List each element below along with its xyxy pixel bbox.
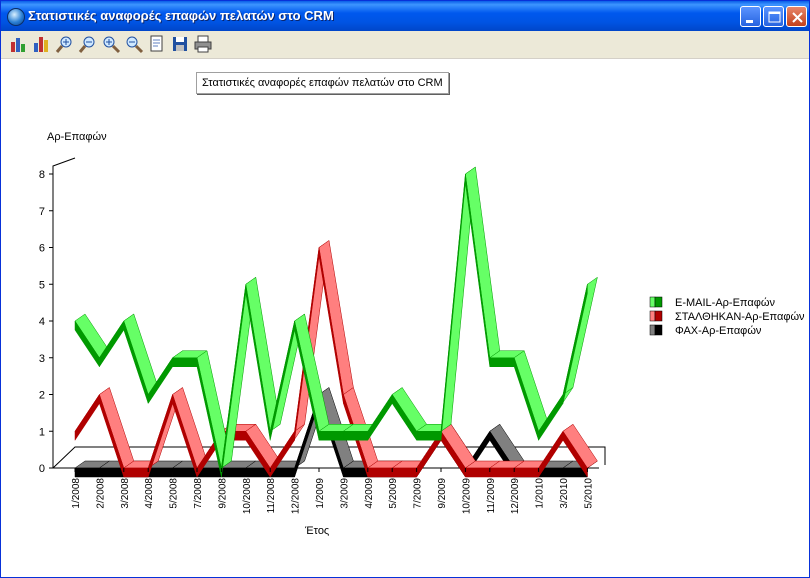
maximize-button[interactable] [763,6,784,27]
bar-chart-icon [11,38,25,52]
zoom-out-icon [126,36,144,54]
zoom-in-icon [103,36,121,54]
minimize-button[interactable] [740,6,761,27]
bar-chart-3d-button[interactable] [32,34,52,54]
toolbar [1,31,809,59]
chart-area [1,59,809,577]
zoom-out-icon [78,36,95,53]
chart-title: Στατιστικές αναφορές επαφών πελατών στο … [196,72,449,94]
bar-chart-button[interactable] [9,34,29,54]
print-button[interactable] [193,34,213,54]
page-setup-button[interactable] [147,34,167,54]
zoom-out-button[interactable] [78,34,98,54]
title-bar[interactable]: Στατιστικές αναφορές επαφών πελατών στο … [1,1,809,31]
zoom-in-alt-button[interactable] [101,34,121,54]
zoom-in-button[interactable] [55,34,75,54]
save-button[interactable] [170,34,190,54]
bar-chart-3d-icon [34,37,48,52]
window-title: Στατιστικές αναφορές επαφών πελατών στο … [28,8,334,23]
zoom-in-icon [55,36,72,53]
print-icon [194,35,212,53]
minimize-icon [746,20,753,23]
zoom-out-alt-button[interactable] [124,34,144,54]
maximize-icon [768,11,781,23]
close-button[interactable] [786,6,807,27]
page-setup-icon [150,35,163,52]
save-icon [173,37,187,51]
close-icon [792,12,803,23]
app-globe-icon [7,8,25,26]
